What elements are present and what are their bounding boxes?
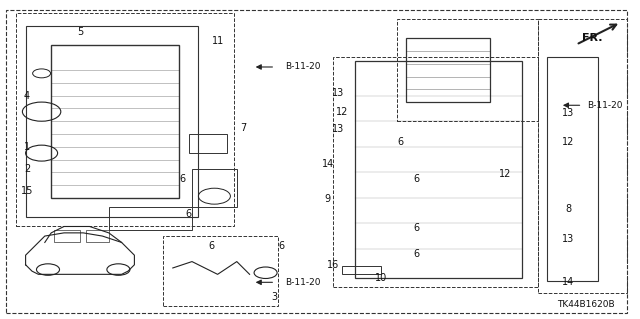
Text: 6: 6: [413, 249, 419, 259]
Text: B-11-20: B-11-20: [285, 63, 320, 71]
Bar: [342, 266, 381, 274]
Text: 14: 14: [321, 159, 334, 169]
Bar: [355, 61, 522, 278]
Text: 6: 6: [278, 241, 285, 251]
Bar: [26, 26, 198, 217]
Text: 12: 12: [499, 169, 512, 179]
Text: 5: 5: [77, 27, 83, 37]
Text: 15: 15: [20, 186, 33, 197]
Bar: [51, 45, 179, 198]
Bar: [189, 134, 227, 153]
Text: B-11-20: B-11-20: [588, 101, 623, 110]
Text: FR.: FR.: [582, 33, 602, 43]
Bar: [163, 236, 278, 306]
Text: 6: 6: [179, 174, 186, 184]
Text: TK44B1620B: TK44B1620B: [557, 300, 614, 309]
Text: B-11-20: B-11-20: [285, 278, 320, 287]
Text: 16: 16: [326, 260, 339, 271]
Text: 8: 8: [565, 204, 572, 214]
Text: 12: 12: [562, 137, 575, 147]
Text: 4: 4: [24, 91, 30, 101]
Text: 13: 13: [332, 124, 344, 134]
Bar: [333, 57, 538, 287]
Text: 13: 13: [562, 108, 575, 118]
Bar: [109, 207, 192, 230]
Text: 2: 2: [24, 164, 30, 174]
Text: 6: 6: [397, 137, 403, 147]
Bar: [54, 230, 80, 242]
Bar: [16, 13, 234, 226]
Text: 11: 11: [211, 36, 224, 47]
Text: 13: 13: [562, 234, 575, 244]
Text: 10: 10: [374, 272, 387, 283]
Text: 6: 6: [413, 223, 419, 233]
Text: 7: 7: [240, 122, 246, 133]
Bar: [406, 38, 490, 102]
Text: 6: 6: [413, 174, 419, 184]
Text: 14: 14: [562, 277, 575, 287]
Bar: [86, 230, 109, 242]
Text: 3: 3: [271, 292, 277, 302]
Text: 1: 1: [24, 142, 30, 152]
Text: 13: 13: [332, 87, 344, 98]
Text: 9: 9: [324, 194, 331, 204]
Bar: [192, 169, 237, 207]
Bar: [547, 57, 598, 281]
Text: 6: 6: [186, 209, 192, 219]
Text: 6: 6: [208, 241, 214, 251]
Bar: [538, 19, 627, 293]
Text: 12: 12: [335, 107, 348, 117]
Bar: [397, 19, 538, 121]
